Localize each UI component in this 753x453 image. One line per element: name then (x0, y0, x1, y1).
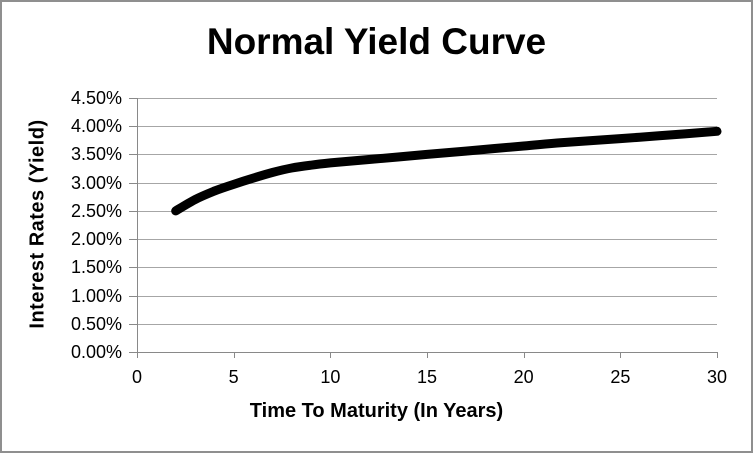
y-tick-label: 1.00% (70, 285, 122, 306)
y-tick-label: 2.50% (70, 200, 122, 221)
y-tick-label: 4.00% (70, 116, 122, 137)
y-tick-label: 1.50% (70, 257, 122, 278)
x-tick-label: 20 (513, 367, 534, 387)
y-tick-label: 4.50% (70, 88, 122, 108)
yield-curve-line (171, 126, 722, 216)
x-tick-label: 15 (416, 367, 438, 387)
x-tick-label: 10 (320, 367, 341, 387)
y-tick-label: 3.00% (70, 172, 122, 193)
y-tick-label: 2.00% (70, 229, 122, 250)
x-tick-label: 5 (228, 367, 239, 387)
x-tick-label: 0 (131, 367, 142, 387)
y-tick-label: 3.50% (70, 144, 122, 165)
y-tick-label: 0.00% (70, 342, 122, 362)
chart-title: Normal Yield Curve (206, 21, 547, 62)
x-tick-label: 30 (706, 367, 728, 387)
x-tick-label: 25 (610, 367, 631, 387)
y-tick-label: 0.50% (70, 313, 122, 334)
x-axis-title: Time To Maturity (In Years) (249, 400, 504, 422)
